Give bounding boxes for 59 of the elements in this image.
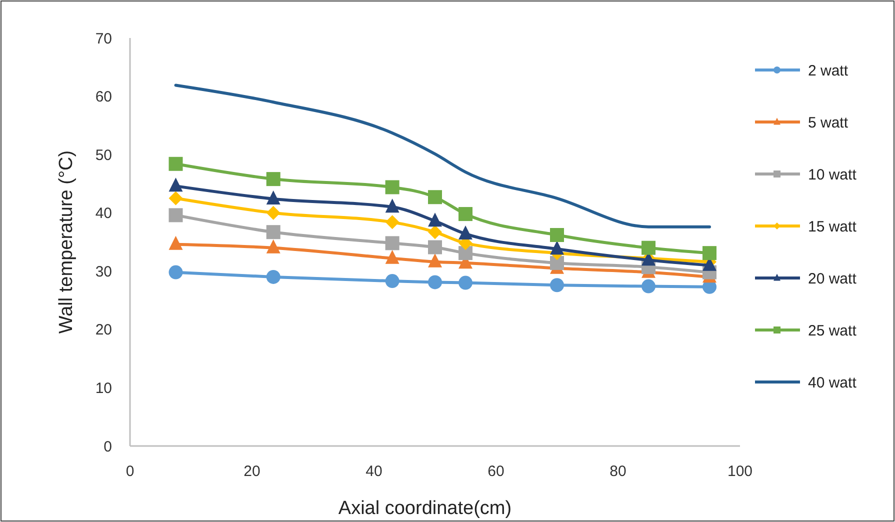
point [550,228,564,242]
legend-label: 5 watt [808,114,849,132]
point [266,190,280,204]
legend-label: 10 watt [808,166,858,184]
point [702,246,716,260]
y-tick-label: 50 [95,146,112,164]
point [428,275,442,290]
y-axis-title: Wall temperature (°C) [56,150,77,334]
x-axis-title: Axial coordinate(cm) [338,498,512,519]
x-tick-label: 20 [244,463,260,480]
point [385,180,400,194]
x-tick-label: 0 [126,463,134,480]
y-tick-label: 70 [95,30,112,48]
x-tick-label: 80 [610,463,626,480]
point [550,278,564,292]
y-tick-label: 20 [95,322,112,339]
point [550,240,564,255]
y-tick-label: 40 [95,205,112,222]
point [428,190,442,204]
y-tick-label: 10 [95,380,112,397]
point [266,270,280,284]
point [458,246,472,260]
y-tick-label: 0 [104,438,112,456]
point [168,178,183,192]
point [266,172,280,186]
point [266,225,280,240]
y-tick-label: 60 [95,88,112,106]
line-series [174,84,711,228]
point [168,208,183,222]
point [266,239,280,254]
y-tick-label: 30 [95,263,112,280]
point [385,215,400,230]
legend-label: 40 watt [808,374,858,392]
legend-label: 15 watt [808,218,858,236]
point [458,225,472,240]
point [385,274,400,288]
point [458,276,472,290]
legend-label: 20 watt [808,270,858,288]
point [428,225,442,240]
x-tick-label: 40 [366,463,382,480]
point [385,236,400,250]
point [642,279,656,294]
x-tick-label: 60 [488,463,504,480]
point [642,240,656,255]
point [550,256,564,270]
point [168,156,183,171]
point [428,240,442,254]
legend-label: 25 watt [808,322,858,340]
point [385,198,400,213]
point [168,191,183,206]
point [458,207,472,222]
point [266,206,280,220]
point [168,265,183,280]
point [168,236,183,250]
x-tick-label: 100 [727,463,753,480]
point [428,212,442,227]
legend-label: 2 watt [808,62,849,80]
point [428,253,442,268]
point [385,250,400,264]
